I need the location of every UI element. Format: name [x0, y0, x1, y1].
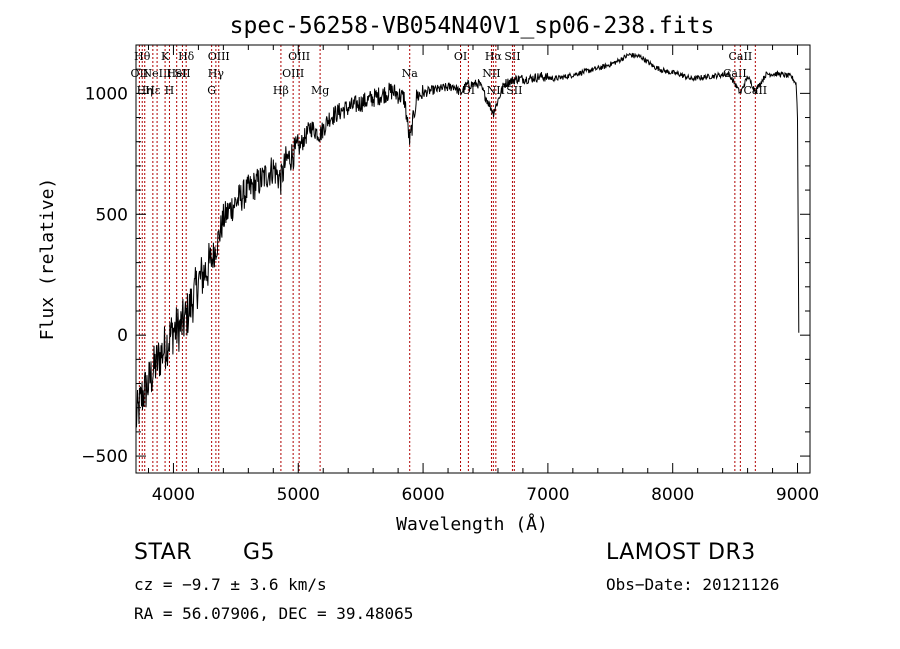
spectral-line-label-21: Hα — [485, 50, 503, 63]
spectral-line-label-14: OIII — [282, 67, 304, 80]
spectral-line-label-4: NeIII — [143, 67, 172, 80]
spectral-line-label-23: SII — [504, 50, 520, 63]
x-tick-label-1: 5000 — [277, 485, 320, 505]
axis-ticks: 4000 5000 6000 7000 8000 9000 −500 0 500 1000 — [81, 45, 819, 505]
plot-frame — [135, 44, 811, 474]
spectral-line-label-10: G — [207, 84, 216, 97]
y-tick-label-1: 0 — [117, 326, 128, 346]
spectral-line-label-3: Hε — [145, 84, 161, 97]
spectral-line-label-8: SII — [174, 67, 190, 80]
y-axis-title: Flux (relative) — [37, 178, 58, 341]
spectral-line-label-5: K — [161, 50, 170, 63]
survey-name: LAMOST DR3 — [606, 540, 756, 565]
spectral-line-label-18: OI — [454, 50, 467, 63]
spectral-line-markers: OIIHθHηHεNeIIIKHHeISIIHδGHγOIIIHβOIIIOII… — [131, 45, 767, 473]
x-tick-label-4: 8000 — [651, 485, 694, 505]
spectral-line-label-7: HeI — [166, 67, 186, 80]
spectral-line-label-16: Mg — [311, 84, 329, 97]
spectral-line-label-27: CaII — [743, 84, 767, 97]
y-tick-label-0: −500 — [81, 447, 128, 467]
y-tick-label-2: 500 — [96, 205, 128, 225]
object-subclass: G5 — [243, 540, 276, 565]
coordinates-text: RA = 56.07906, DEC = 39.48065 — [134, 604, 414, 623]
spectral-line-label-15: OIII — [288, 50, 310, 63]
x-tick-label-2: 6000 — [401, 485, 444, 505]
spectral-line-label-11: Hγ — [208, 67, 225, 80]
spectral-line-label-17: Na — [402, 67, 419, 80]
x-tick-label-0: 4000 — [152, 485, 195, 505]
spectral-line-label-9: Hδ — [178, 50, 195, 63]
chart-title: spec-56258-VB054N40V1_sp06-238.fits — [230, 13, 715, 39]
spectral-line-label-13: Hβ — [273, 84, 289, 97]
spectral-line-label-20: NII — [482, 67, 500, 80]
x-axis-title: Wavelength (Å) — [396, 513, 548, 535]
observation-date: Obs−Date: 20121126 — [606, 575, 780, 594]
flux-series-line — [135, 52, 800, 428]
y-tick-label-3: 1000 — [85, 84, 128, 104]
x-tick-label-5: 9000 — [776, 485, 819, 505]
spectral-line-label-12: OIII — [208, 50, 230, 63]
spectral-line-label-1: Hθ — [134, 50, 151, 63]
redshift-text: cz = −9.7 ± 3.6 km/s — [134, 575, 327, 594]
spectral-line-label-24: SII — [506, 84, 522, 97]
spectral-line-label-6: H — [165, 84, 175, 97]
spectral-line-label-0: OII — [131, 67, 149, 80]
flux-series-layer — [135, 52, 800, 428]
spectral-line-label-26: CaII — [729, 50, 753, 63]
object-class: STAR — [134, 540, 193, 565]
x-tick-label-3: 7000 — [526, 485, 569, 505]
